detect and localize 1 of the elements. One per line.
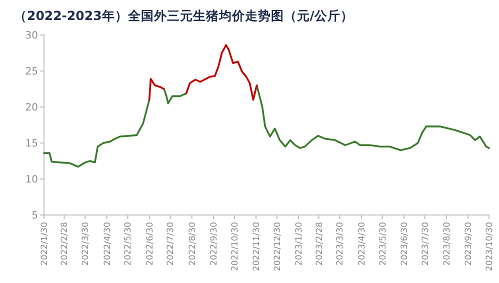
title: （2022-2023年）全国外三元生猪均价走势图（元/公斤）: [14, 8, 354, 23]
